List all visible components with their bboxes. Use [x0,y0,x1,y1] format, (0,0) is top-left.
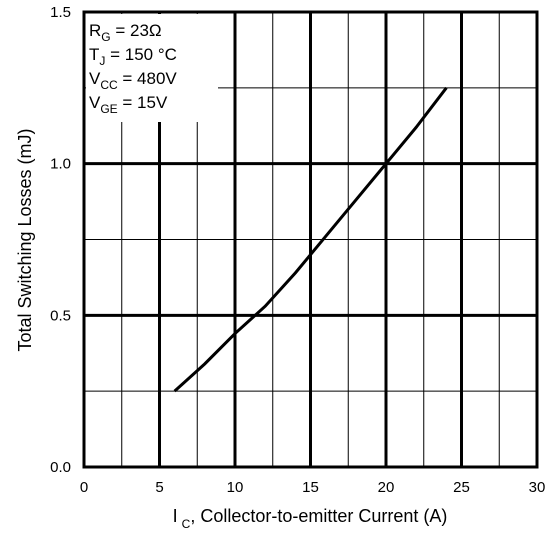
condition-line: TJ = 150 °C [89,45,177,68]
x-axis-label-sub: C [182,517,191,531]
x-tick-labels: 0 5 10 15 20 25 30 [80,479,546,496]
x-tick-label: 30 [529,479,546,496]
condition-line: VGE = 15V [89,93,168,116]
condition-line: VCC = 480V [89,69,177,92]
x-tick-label: 5 [155,479,163,496]
y-tick-label: 1.5 [50,4,71,21]
x-axis-label-main: I [173,506,178,526]
y-tick-label: 0.5 [50,307,71,324]
grid-lines [84,12,537,467]
y-tick-label: 1.0 [50,156,71,173]
x-tick-label: 0 [80,479,88,496]
condition-line: RG = 23Ω [89,21,162,44]
y-axis-label: Total Switching Losses (mJ) [15,128,35,351]
series-line [173,86,448,393]
plot-frame [82,10,539,469]
x-tick-label: 25 [453,479,470,496]
y-tick-labels: 0.0 0.5 1.0 1.5 [50,4,71,476]
y-tick-label: 0.0 [50,459,71,476]
x-tick-label: 10 [227,479,244,496]
x-tick-label: 15 [302,479,319,496]
conditions-background [86,14,218,122]
x-axis-label: I C, Collector-to-emitter Current (A) [173,506,448,531]
x-tick-label: 20 [378,479,395,496]
x-axis-label-rest: , Collector-to-emitter Current (A) [190,506,447,526]
